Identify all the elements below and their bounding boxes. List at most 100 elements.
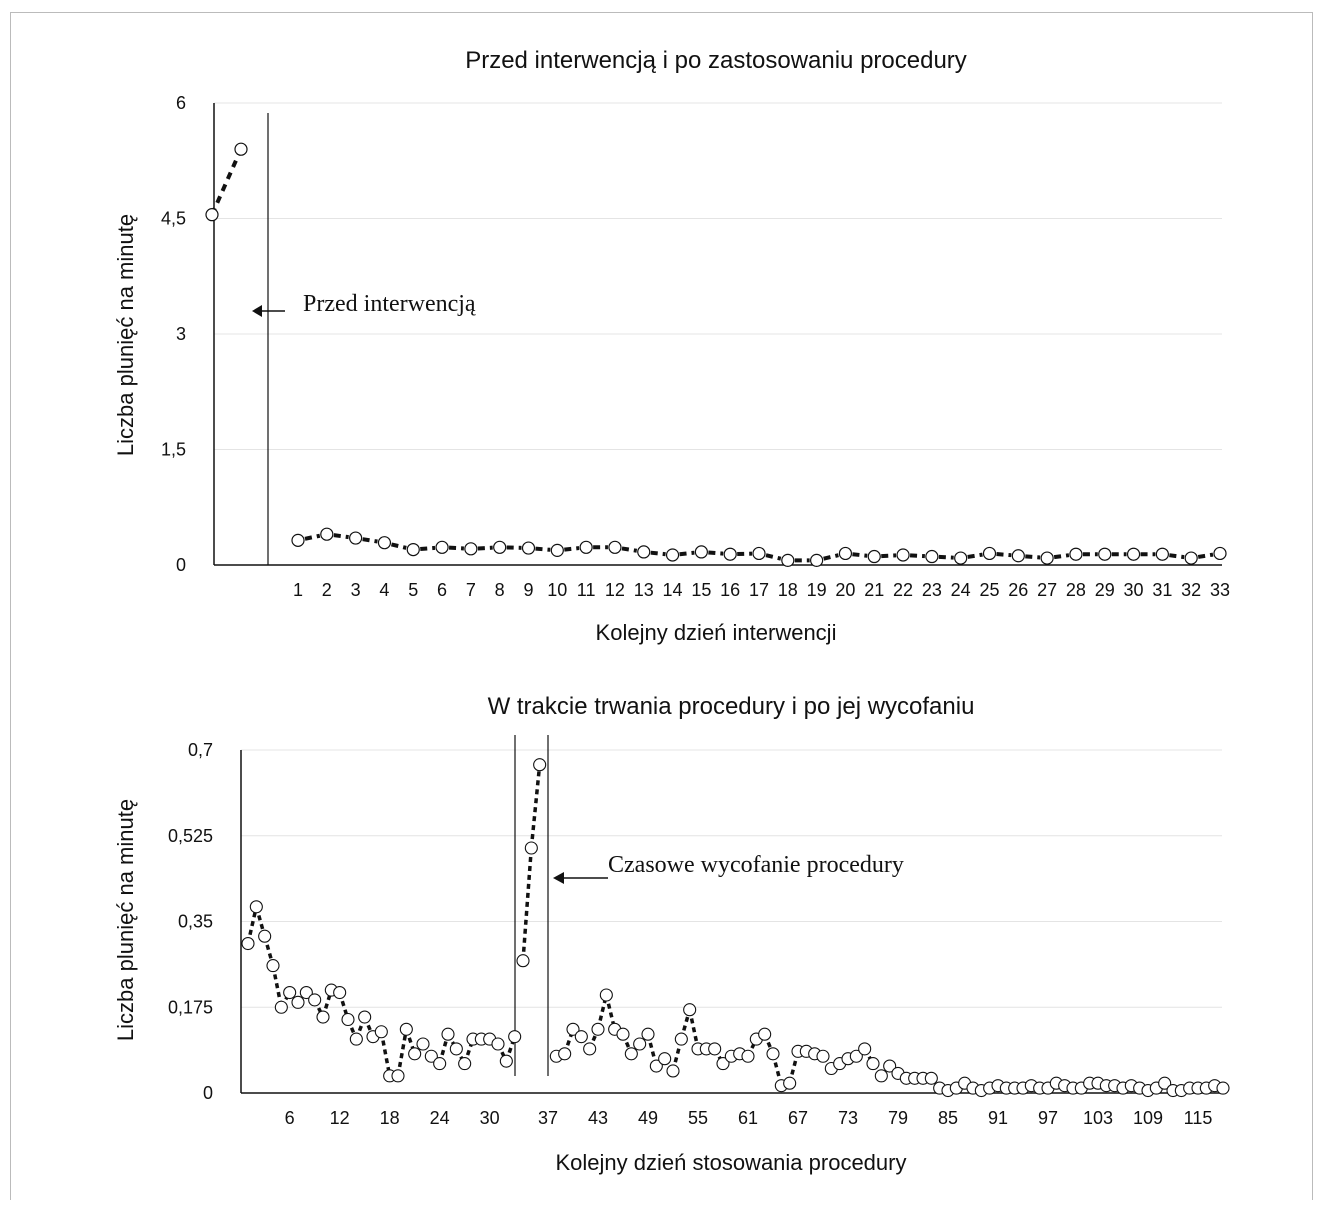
- y-tick-label: 3: [176, 324, 186, 344]
- series-segment: [996, 552, 1012, 558]
- data-point: [406, 542, 420, 557]
- data-point: [781, 553, 795, 567]
- series-segment: [333, 533, 349, 540]
- y-tick-label: 0: [176, 555, 186, 575]
- x-tick-label: 3: [351, 580, 361, 600]
- data-point: [1040, 551, 1054, 565]
- x-tick-label: 24: [951, 580, 971, 600]
- chart-top-xlabel: Kolejny dzień interwencji: [596, 620, 837, 645]
- series-segment: [448, 545, 464, 551]
- data-point: [320, 527, 334, 541]
- series-segment: [390, 542, 407, 550]
- x-tick-label: 15: [691, 580, 711, 600]
- x-tick-label: 20: [835, 580, 855, 600]
- baseline-point: [205, 208, 219, 222]
- y-tick-label: 4,5: [161, 209, 186, 229]
- data-point: [1184, 551, 1198, 565]
- y-tick-label: 6: [176, 93, 186, 113]
- x-tick-label: 30: [1124, 580, 1144, 600]
- data-point: [1155, 547, 1169, 561]
- chart-top-title: Przed interwencją i po zastosowaniu proc…: [465, 47, 967, 74]
- x-tick-label: 27: [1037, 580, 1057, 600]
- data-point: [349, 531, 363, 545]
- data-point: [1069, 547, 1083, 561]
- series-segment: [304, 533, 321, 541]
- data-point: [1098, 547, 1112, 561]
- series-segment: [1197, 552, 1214, 559]
- x-tick-label: 19: [807, 580, 827, 600]
- x-tick-label: 8: [495, 580, 505, 600]
- data-point: [608, 540, 622, 554]
- x-tick-label: 11: [577, 580, 596, 600]
- data-point: [1126, 547, 1141, 561]
- x-tick-label: 14: [663, 580, 683, 600]
- x-tick-label: 2: [322, 580, 332, 600]
- data-point: [1213, 546, 1227, 561]
- data-point: [752, 546, 766, 561]
- x-tick-label: 25: [979, 580, 999, 600]
- x-tick-label: 31: [1152, 580, 1172, 600]
- x-tick-label: 18: [778, 580, 798, 600]
- series-segment: [1169, 553, 1185, 560]
- x-tick-label: 32: [1181, 580, 1201, 600]
- data-point: [550, 543, 564, 557]
- data-point: [464, 542, 478, 556]
- data-point: [925, 549, 939, 564]
- data-point: [377, 536, 392, 550]
- x-tick-label: 28: [1066, 580, 1086, 600]
- series-segment: [909, 553, 925, 559]
- x-tick-label: 4: [379, 580, 389, 600]
- series-segment: [938, 554, 954, 560]
- series-segment: [564, 546, 580, 552]
- x-tick-label: 1: [293, 580, 303, 600]
- series-segment: [420, 545, 436, 552]
- data-point: [810, 553, 824, 567]
- data-point: [637, 545, 651, 559]
- chart-frame: [10, 12, 1313, 1200]
- series-segment: [967, 552, 983, 559]
- series-segment: [708, 550, 724, 556]
- data-point: [694, 545, 708, 559]
- data-point: [723, 547, 737, 561]
- series-segment: [650, 550, 666, 557]
- y-tick-label: 1,5: [161, 440, 186, 460]
- data-point: [435, 540, 449, 554]
- annotation-arrowhead: [252, 305, 262, 317]
- x-tick-label: 17: [749, 580, 769, 600]
- x-tick-label: 5: [408, 580, 418, 600]
- data-point: [954, 551, 968, 565]
- data-point: [838, 546, 853, 561]
- data-point: [579, 540, 593, 554]
- x-tick-label: 9: [523, 580, 533, 600]
- chart-top-annotation: Przed interwencją: [303, 291, 476, 317]
- chart-top-ylabel: Liczba plunięć na minutę: [113, 214, 138, 456]
- data-point: [1011, 549, 1025, 563]
- baseline-segment: [210, 148, 243, 216]
- x-tick-label: 6: [437, 580, 447, 600]
- data-point: [867, 549, 881, 564]
- x-tick-label: 10: [547, 580, 567, 600]
- x-tick-label: 22: [893, 580, 913, 600]
- series-segment: [852, 552, 868, 558]
- x-tick-label: 7: [466, 580, 476, 600]
- x-tick-label: 23: [922, 580, 942, 600]
- x-tick-label: 16: [720, 580, 740, 600]
- data-point: [982, 546, 997, 561]
- series-segment: [679, 550, 695, 557]
- x-tick-label: 12: [605, 580, 625, 600]
- series-segment: [1053, 553, 1070, 560]
- series-segment: [477, 545, 493, 551]
- data-point: [291, 533, 305, 547]
- data-point: [896, 548, 910, 562]
- series-segment: [362, 537, 378, 544]
- x-tick-label: 33: [1210, 580, 1230, 600]
- series-segment: [1025, 554, 1041, 560]
- x-tick-label: 29: [1095, 580, 1115, 600]
- series-segment: [823, 553, 839, 561]
- series-segment: [621, 546, 638, 553]
- data-point: [665, 548, 680, 562]
- series-segment: [765, 553, 782, 561]
- baseline-point: [234, 142, 248, 156]
- data-point: [493, 540, 507, 554]
